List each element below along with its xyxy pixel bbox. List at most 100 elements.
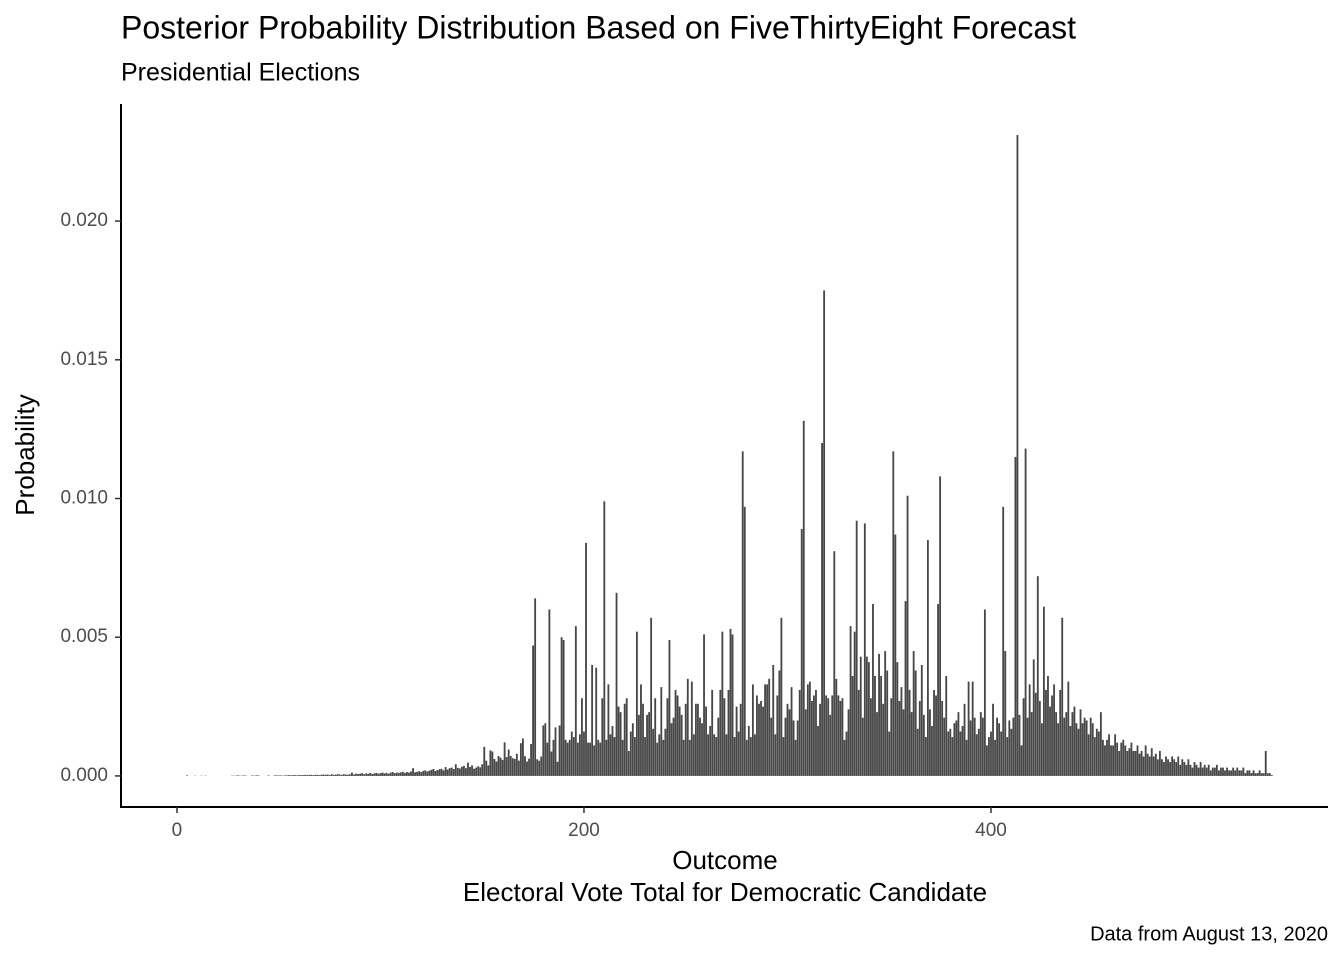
x-tick-label: 200: [568, 820, 600, 841]
bar: [1108, 734, 1110, 776]
bar: [499, 757, 502, 776]
bar: [837, 695, 840, 776]
bar: [715, 737, 718, 776]
bar: [766, 684, 769, 776]
bar: [1081, 723, 1084, 776]
bar: [926, 540, 929, 776]
bar: [1161, 759, 1163, 776]
bar: [1034, 692, 1037, 776]
bar: [1224, 770, 1226, 776]
bar: [334, 774, 337, 776]
bar: [564, 739, 567, 776]
bar: [328, 775, 331, 776]
bar: [1154, 753, 1157, 776]
bar: [330, 774, 333, 776]
bar: [267, 775, 270, 776]
bar: [554, 727, 557, 776]
bar: [729, 628, 732, 776]
bar: [798, 689, 801, 776]
bar: [1175, 762, 1178, 776]
bar: [943, 717, 946, 776]
bar: [688, 739, 691, 776]
bar: [717, 717, 720, 776]
bar: [467, 762, 469, 776]
bar: [898, 701, 901, 776]
bar: [627, 750, 630, 776]
bar: [772, 664, 775, 776]
bar: [713, 734, 716, 776]
bar: [613, 737, 616, 776]
bar: [1120, 742, 1123, 776]
bar: [957, 712, 960, 776]
bar: [591, 664, 594, 776]
bar: [1177, 756, 1180, 776]
bar: [1028, 684, 1031, 776]
bar: [756, 695, 758, 776]
bar: [1197, 767, 1200, 776]
bar: [1010, 728, 1013, 776]
bar: [1148, 756, 1151, 776]
bar: [937, 603, 939, 776]
bar: [186, 775, 189, 776]
bar: [1238, 770, 1241, 776]
bar: [1222, 767, 1224, 776]
bar: [371, 773, 374, 776]
bar: [1207, 764, 1210, 776]
bar: [1142, 756, 1145, 776]
bar: [1138, 753, 1141, 776]
bar: [373, 773, 376, 776]
bar: [758, 703, 760, 776]
bar: [560, 637, 563, 776]
bar: [1193, 762, 1196, 776]
bar: [562, 639, 565, 776]
bar: [487, 765, 490, 776]
bar: [749, 737, 752, 776]
bar: [963, 703, 966, 776]
bar: [310, 774, 313, 776]
bar: [1256, 773, 1259, 776]
bar: [994, 739, 996, 776]
bar: [931, 725, 933, 776]
bar: [1102, 739, 1104, 776]
bar: [1106, 739, 1108, 776]
bar: [648, 712, 651, 776]
bar: [839, 701, 842, 776]
bar: [1085, 720, 1088, 776]
bar: [450, 767, 453, 776]
bar: [1124, 745, 1127, 776]
bar: [1140, 750, 1143, 776]
bar: [680, 714, 683, 776]
bar: [515, 753, 518, 776]
bar: [1008, 720, 1011, 776]
bar: [1268, 773, 1271, 776]
bar: [1226, 767, 1228, 776]
bar: [1099, 712, 1102, 776]
bar: [1024, 448, 1027, 776]
bar: [1250, 773, 1253, 776]
bar: [387, 773, 390, 776]
bar: [1071, 712, 1074, 776]
bar: [469, 767, 471, 776]
bar: [764, 684, 767, 776]
bar: [910, 712, 913, 776]
bar: [843, 739, 846, 776]
bar: [813, 695, 815, 776]
bar: [1211, 767, 1214, 776]
bar: [546, 742, 549, 776]
bar: [1097, 731, 1100, 776]
bar: [326, 774, 329, 776]
bar: [481, 764, 484, 776]
bar: [495, 761, 498, 776]
bar: [408, 772, 410, 776]
bar: [951, 737, 954, 776]
bar: [585, 542, 587, 776]
bar: [1158, 750, 1161, 776]
bar: [941, 701, 944, 776]
bar: [255, 775, 258, 776]
y-tick-label: 0.010: [60, 488, 108, 509]
bar: [780, 617, 783, 776]
bar: [513, 759, 516, 776]
bar: [652, 728, 655, 776]
bar: [589, 742, 591, 776]
